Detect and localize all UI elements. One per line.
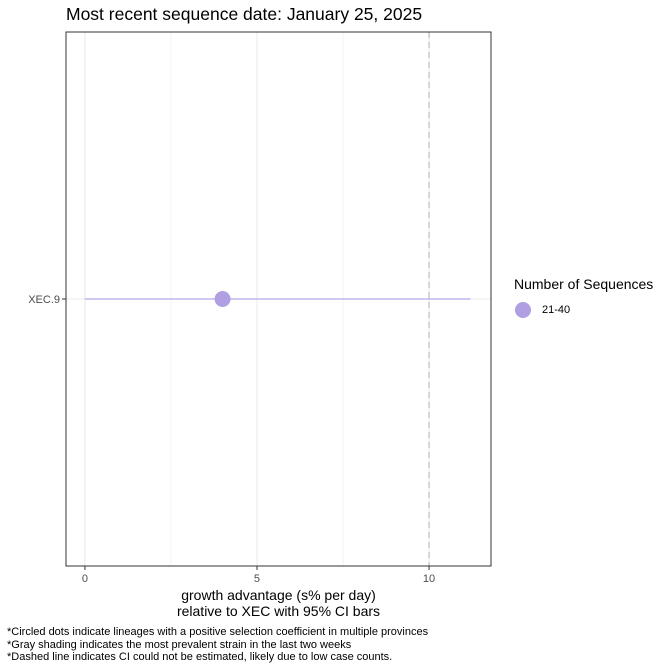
footnote: *Circled dots indicate lineages with a p… [7, 626, 429, 638]
data-points [214, 291, 231, 307]
legend-label: 21-40 [542, 304, 571, 316]
footnotes: *Circled dots indicate lineages with a p… [7, 626, 428, 664]
legend-item: 21-40 [515, 302, 570, 318]
y-tick-label: XEC.9 [28, 294, 60, 306]
x-axis-label: growth advantage (s% per day) [181, 587, 376, 603]
x-tick-label: 0 [82, 573, 88, 585]
footnote: *Gray shading indicates the most prevale… [7, 638, 352, 651]
x-axis: 0 5 10 [82, 566, 435, 585]
chart-title: Most recent sequence date: January 25, 2… [66, 4, 423, 24]
x-tick-label: 5 [254, 573, 260, 585]
y-axis: XEC.9 [28, 294, 66, 306]
legend-key [515, 302, 531, 318]
x-tick-label: 10 [423, 573, 435, 585]
footnote: *Dashed line indicates CI could not be e… [7, 651, 393, 663]
x-axis-sublabel: relative to XEC with 95% CI bars [176, 603, 381, 619]
data-point [214, 291, 231, 307]
legend-title: Number of Sequences [514, 276, 654, 292]
